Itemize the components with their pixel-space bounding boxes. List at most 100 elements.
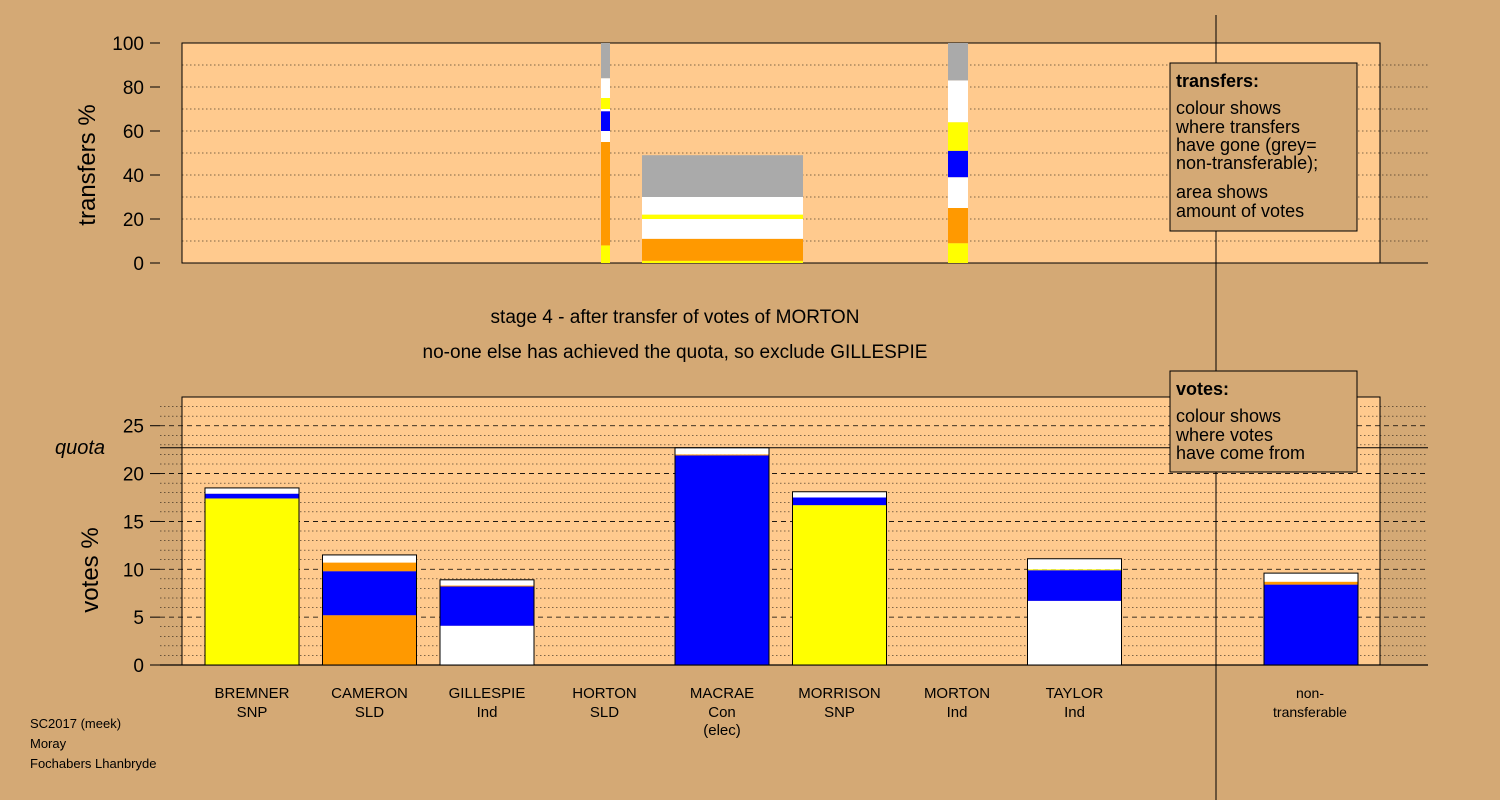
transfers-y-tick-label: 80 <box>123 78 144 99</box>
transfers-segment <box>948 80 968 123</box>
votes-y-tick-label: 15 <box>123 512 144 533</box>
bar-outline <box>322 554 417 666</box>
bar-outline <box>1027 558 1122 666</box>
votes-legend-line: have come from <box>1176 443 1305 463</box>
candidate-name: BREMNER <box>214 685 289 702</box>
transfers-segment <box>642 219 803 239</box>
vote-segment <box>675 447 769 455</box>
transfers-segment <box>642 197 803 215</box>
transfers-column-taylor <box>948 43 968 263</box>
transfers-segment <box>948 243 968 263</box>
votes-legend-line: where votes <box>1175 425 1273 445</box>
transfers-legend-line: area shows <box>1176 182 1268 202</box>
transfers-legend: transfers: colour shows where transfers … <box>1169 62 1358 232</box>
nontransferable-label: transferable <box>1273 704 1347 720</box>
candidate-name: MORRISON <box>798 685 881 702</box>
vote-segment <box>1027 570 1122 601</box>
transfers-segment <box>948 43 968 81</box>
transfers-segment <box>601 245 610 263</box>
transfers-column-macrae_surplus <box>642 155 803 263</box>
vote-segment <box>322 571 417 616</box>
votes-y-tick-label: 20 <box>123 465 144 486</box>
vote-segment <box>440 586 534 626</box>
vote-segment <box>675 455 769 665</box>
vote-segment <box>205 498 299 665</box>
candidate-party: Con <box>708 704 736 721</box>
vote-segment <box>205 487 299 494</box>
footer-election: SC2017 (meek) <box>30 716 121 731</box>
transfers-segment <box>601 43 610 79</box>
transfers-legend-line: where transfers <box>1175 117 1300 137</box>
bar-outline <box>792 491 887 666</box>
transfers-segment <box>948 177 968 208</box>
vote-segment <box>1264 581 1358 585</box>
transfers-bars <box>601 43 968 263</box>
votes-legend-title: votes: <box>1176 379 1229 399</box>
transfers-segment <box>642 260 803 263</box>
candidate-party: SLD <box>355 704 384 721</box>
stage-subheading: no-one else has achieved the quota, so e… <box>423 342 928 363</box>
transfers-y-tick-label: 20 <box>123 210 144 231</box>
vote-segment <box>440 579 534 586</box>
quota-label: quota <box>55 437 105 459</box>
transfers-segment <box>601 131 610 142</box>
candidate-name: TAYLOR <box>1046 685 1104 702</box>
votes-legend-line: colour shows <box>1176 406 1281 426</box>
vote-segment <box>1027 558 1122 570</box>
votes-y-tick-label: 0 <box>133 656 144 677</box>
transfers-legend-line: amount of votes <box>1176 201 1304 221</box>
candidate-name: CAMERON <box>331 685 408 702</box>
transfers-segment <box>601 142 610 246</box>
footer-ward: Fochabers Lhanbryde <box>30 756 156 771</box>
vote-segment <box>1264 573 1358 582</box>
transfers-y-tick-label: 40 <box>123 166 144 187</box>
transfers-y-tick-label: 60 <box>123 122 144 143</box>
votes-y-tick-label: 25 <box>123 417 144 438</box>
vote-segment <box>1027 569 1122 571</box>
candidate-labels: BREMNER SNP CAMERON SLD GILLESPIE Ind HORTON SL… <box>214 685 1347 739</box>
transfers-y-tick-label: 100 <box>112 34 144 55</box>
candidate-name: MORTON <box>924 685 990 702</box>
vote-segment <box>440 585 534 587</box>
bar-morrison <box>792 491 887 666</box>
votes-y-tick-label: 5 <box>133 608 144 629</box>
candidate-party: SLD <box>590 704 619 721</box>
bar-outline <box>204 487 300 666</box>
footer-council: Moray <box>30 736 67 751</box>
vote-segment <box>675 454 769 456</box>
vote-segment <box>792 491 887 498</box>
candidate-name: GILLESPIE <box>449 685 526 702</box>
vote-segment <box>322 615 417 665</box>
bar-cameron <box>322 554 417 666</box>
bar-outline <box>1263 572 1359 666</box>
vote-segment <box>792 497 887 506</box>
votes-y-tick-label: 10 <box>123 560 144 581</box>
transfers-segment <box>948 208 968 244</box>
candidate-name: MACRAE <box>690 685 754 702</box>
transfers-legend-line: have gone (grey= <box>1176 135 1317 155</box>
candidate-status: (elec) <box>703 722 741 739</box>
votes-y-ticks: 0 5 10 15 20 25 <box>123 417 160 677</box>
nontransferable-label: non- <box>1296 685 1324 701</box>
transfers-segment <box>948 122 968 151</box>
vote-segment <box>322 554 417 563</box>
votes-y-axis-label: votes % <box>77 527 104 612</box>
candidate-name: HORTON <box>572 685 636 702</box>
transfers-legend-title: transfers: <box>1176 71 1259 91</box>
bar-taylor <box>1027 558 1122 666</box>
transfers-segment <box>601 98 610 109</box>
vote-segment <box>1027 600 1122 665</box>
transfers-y-tick-label: 0 <box>133 254 144 275</box>
votes-bars <box>204 447 1359 666</box>
transfers-y-axis-label: transfers % <box>74 104 101 225</box>
vote-segment <box>205 493 299 499</box>
bar-outline <box>439 579 535 666</box>
transfers-segment <box>642 238 803 261</box>
vote-segment <box>1264 584 1358 665</box>
transfers-legend-line: colour shows <box>1176 98 1281 118</box>
transfers-column-morton <box>601 43 610 263</box>
transfers-segment <box>948 150 968 178</box>
bar-macrae <box>674 447 770 666</box>
